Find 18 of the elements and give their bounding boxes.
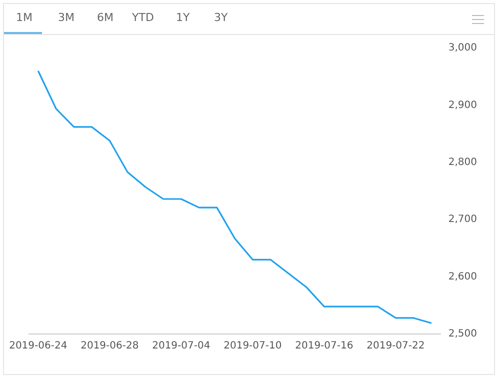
y-tick-label: 2,600 (448, 271, 478, 282)
text: 1M (16, 11, 32, 24)
text: YTD (132, 11, 154, 24)
y-tick-label: 2,700 (448, 214, 478, 226)
text: 3Y (214, 11, 228, 24)
x-tick-label: 2019-07-22 (366, 340, 425, 352)
y-tick-label: 2,800 (448, 156, 478, 168)
x-tick-label: 2019-06-24 (9, 340, 68, 352)
y-tick-label: 3,000 (448, 42, 478, 54)
y-tick-label: 2,900 (448, 100, 478, 111)
text: 3M (58, 11, 74, 24)
y-tick-label: 2,500 (448, 328, 478, 340)
x-tick-label: 2019-07-10 (224, 340, 282, 352)
text: 1Y (176, 11, 190, 24)
x-tick-label: 2019-06-28 (80, 340, 139, 352)
text: 6M (97, 11, 114, 24)
x-tick-label: 2019-07-04 (152, 340, 210, 352)
x-tick-label: 2019-07-16 (295, 340, 354, 352)
